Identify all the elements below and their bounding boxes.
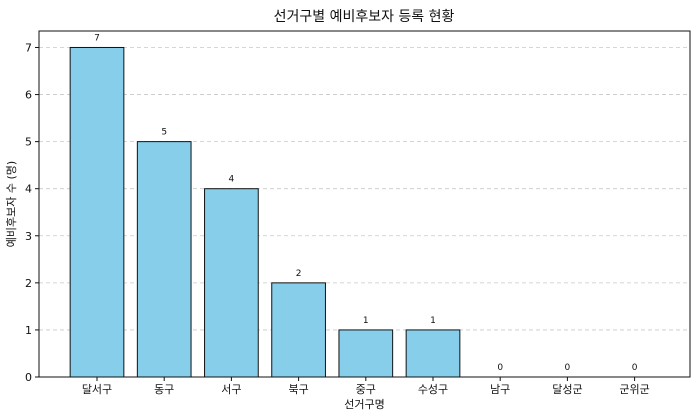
y-tick-label: 2	[25, 277, 32, 290]
x-tick-label: 남구	[490, 383, 510, 396]
x-axis: 달서구 동구 서구 북구 중구 수성구 남구 달성군 군위군	[82, 377, 650, 396]
x-tick-label: 달서구	[82, 383, 112, 396]
y-tick-label: 6	[25, 89, 32, 102]
x-tick-label: 동구	[154, 383, 174, 396]
bar-1	[69, 46, 125, 378]
y-tick-label: 1	[25, 324, 32, 337]
bar-4	[271, 282, 326, 378]
x-tick-label: 중구	[356, 383, 376, 396]
data-label: 1	[430, 316, 436, 326]
x-tick-label: 서구	[221, 383, 241, 396]
y-axis-label: 예비후보자 수 (명)	[5, 161, 18, 247]
y-axis: 0 1 2 3 4 5 6 7	[25, 41, 39, 384]
y-tick-label: 0	[25, 371, 32, 384]
bar-6	[405, 329, 461, 378]
bar-series: 7 5 4 2 1 1 0 0 0	[69, 33, 638, 378]
chart-title: 선거구별 예비후보자 등록 현황	[274, 9, 455, 25]
bar-5	[338, 329, 394, 378]
y-tick-label: 4	[25, 183, 32, 196]
x-tick-label: 군위군	[619, 383, 649, 396]
grid-lines	[39, 47, 690, 331]
data-label: 5	[161, 128, 167, 138]
plot-frame	[38, 30, 691, 378]
x-axis-label: 선거구명	[344, 398, 384, 411]
x-tick-label: 북구	[288, 383, 308, 396]
x-tick-label: 수성구	[418, 383, 448, 396]
data-label: 0	[565, 363, 571, 373]
y-tick-label: 5	[25, 136, 32, 149]
y-tick-label: 7	[25, 41, 32, 54]
data-label: 2	[296, 269, 302, 279]
data-label: 4	[229, 175, 235, 185]
data-label: 1	[363, 316, 369, 326]
bar-3	[204, 188, 259, 378]
data-label: 7	[94, 33, 100, 43]
data-label: 0	[632, 363, 638, 373]
y-tick-label: 3	[25, 230, 32, 243]
bar-2	[136, 141, 192, 378]
x-tick-label: 달성군	[552, 383, 582, 396]
data-label: 0	[497, 363, 503, 373]
